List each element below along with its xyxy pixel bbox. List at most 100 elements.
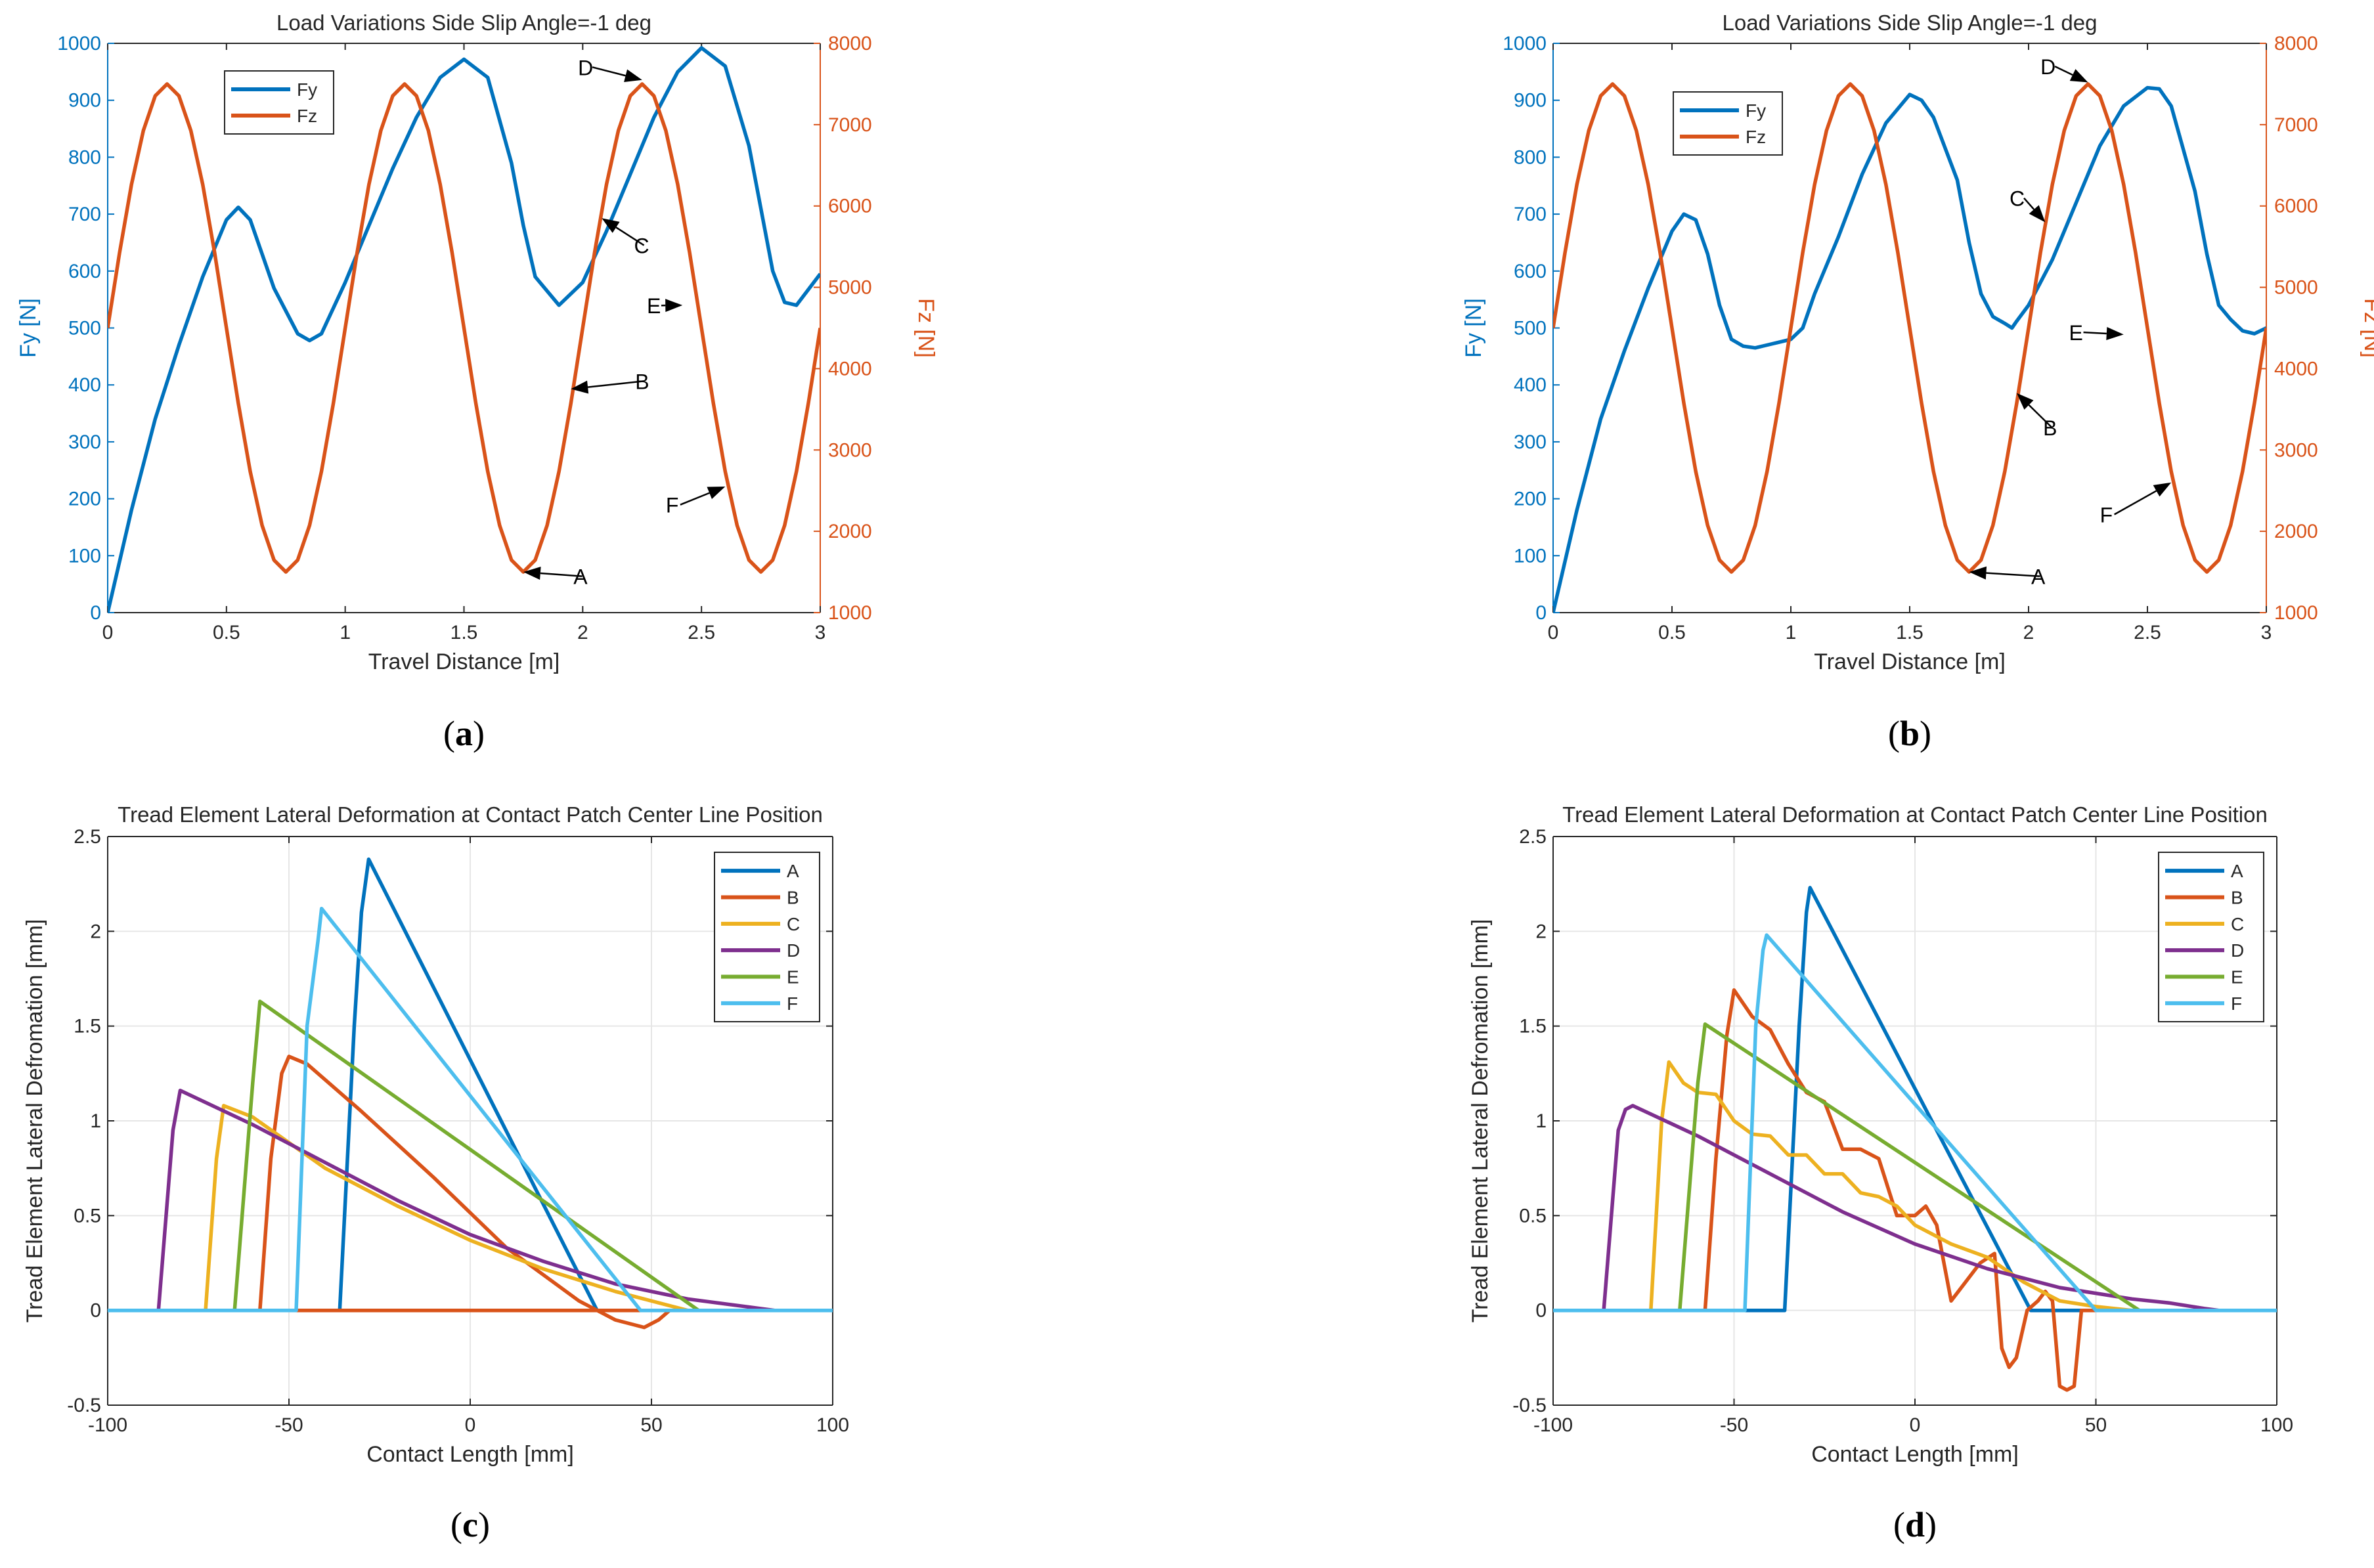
y-tick-label-right: 6000: [2274, 196, 2318, 217]
y-tick-label-left: 400: [1514, 374, 1547, 396]
x-tick-label: 1.5: [451, 622, 478, 643]
chart-title: Load Variations Side Slip Angle=-1 deg: [276, 11, 651, 35]
annotation-arrow-head: [2153, 482, 2172, 497]
annotation-arrow-line: [2023, 197, 2035, 210]
panel-d: -100 -50 0 50 100 -0.5 0 0.5 1 1.5 2 2.5 Tread Eleme…: [1468, 802, 2293, 1544]
x-tick-label: 0.5: [1658, 622, 1686, 643]
x-tick-label: 100: [816, 1414, 849, 1436]
annotation-arrow-head: [2016, 393, 2034, 410]
annotation-arrow-head: [707, 487, 726, 500]
y-tick-label-left: 600: [68, 261, 101, 282]
x-tick-label: 2.5: [688, 622, 715, 643]
y-tick-label-left: 0: [90, 1300, 101, 1322]
x-tick-label: 2.5: [2134, 622, 2161, 643]
x-tick-label: -100: [88, 1414, 127, 1436]
panel-c: -100 -50 0 50 100 -0.5 0 0.5 1 1.5 2 2.5 Tread Eleme…: [22, 802, 849, 1544]
x-axis-label: Contact Length [mm]: [1811, 1442, 2019, 1467]
series-line-c: [1553, 1060, 2277, 1313]
annotation-arrow-line: [680, 492, 710, 506]
y-tick-label-left: 600: [1514, 261, 1547, 282]
y-tick-label-left: -0.5: [1512, 1395, 1547, 1416]
legend-box: [714, 852, 820, 1022]
panel-caption-letter: b: [1900, 714, 1920, 753]
annotation-arrow-line: [615, 227, 645, 246]
annotation-arrow-head: [523, 567, 541, 580]
y-tick-label-left: 1000: [1503, 33, 1547, 54]
legend-entry: B: [787, 888, 799, 908]
series-line-f: [108, 906, 833, 1313]
annotation-label: D: [2040, 55, 2055, 79]
y-tick-label-left: 700: [68, 204, 101, 225]
annotation-label: B: [635, 370, 649, 393]
x-tick-label: 0: [465, 1414, 476, 1436]
legend-entry: Fy: [1746, 100, 1766, 121]
series-line-d: [1553, 1104, 2277, 1313]
annotation-label: A: [573, 565, 588, 589]
y-tick-label-right: 7000: [2274, 114, 2318, 136]
chart-title: Tread Element Lateral Deformation at Con…: [1562, 802, 2268, 827]
annotation-arrow-line: [1986, 572, 2040, 577]
x-axis-label: Contact Length [mm]: [366, 1442, 574, 1467]
annotation-arrow-line: [2028, 404, 2053, 428]
x-tick-label: 1: [340, 622, 351, 643]
y-tick-label-left: 2.5: [1519, 826, 1547, 848]
legend-entry: A: [787, 861, 799, 881]
legend-entry: Fy: [297, 79, 317, 100]
y-tick-label-left: 800: [68, 146, 101, 168]
y-tick-label-right: 1000: [2274, 602, 2318, 624]
y-tick-label-right: 4000: [828, 358, 872, 380]
annotation-arrow-line: [587, 380, 644, 388]
y-tick-label-left: 900: [68, 90, 101, 112]
y-tick-label-left: 0: [1535, 1300, 1547, 1322]
y-tick-label-left: 0: [90, 602, 101, 624]
legend: Fy Fz: [1673, 91, 1783, 156]
y-tick-label-left: 700: [1514, 204, 1547, 225]
y-tick-label-right: 3000: [2274, 439, 2318, 461]
annotation-label: F: [2100, 504, 2113, 527]
annotation-arrow-head: [2069, 69, 2088, 83]
annotation-label: F: [666, 494, 679, 517]
x-tick-label: 0: [1910, 1414, 1921, 1436]
chart-title: Tread Element Lateral Deformation at Con…: [118, 802, 823, 827]
y-tick-label-left: 0.5: [1519, 1205, 1547, 1227]
legend-entry: E: [787, 967, 799, 988]
annotation-arrow-line: [2054, 65, 2073, 76]
x-tick-label: 50: [2085, 1414, 2107, 1436]
y-tick-label-right: 2000: [2274, 521, 2318, 542]
x-tick-label: -50: [1720, 1414, 1748, 1436]
legend: Fy Fz: [224, 70, 334, 135]
panel-caption-letter: c: [462, 1505, 478, 1544]
x-tick-label: 1.5: [1896, 622, 1923, 643]
annotation-arrow-head: [2029, 205, 2046, 223]
y-tick-label-left: 0: [1535, 602, 1547, 624]
y-tick-label-left: 2.5: [74, 826, 101, 848]
y-axis-label-left: Fy [N]: [1461, 298, 1486, 358]
series-line-a: [1553, 886, 2277, 1313]
x-tick-label: 0: [1548, 622, 1559, 643]
y-tick-label-left: 500: [68, 318, 101, 339]
panel-caption-letter: d: [1905, 1505, 1925, 1544]
panel-caption-open: (: [443, 714, 455, 753]
series-line-fy: [1553, 85, 2266, 613]
x-axis-label: Travel Distance [m]: [1814, 649, 2006, 674]
annotation-label: E: [2069, 321, 2083, 345]
x-tick-label: 100: [2260, 1414, 2293, 1436]
legend-entry: B: [2231, 888, 2243, 908]
y-tick-label-left: 1: [90, 1110, 101, 1132]
x-tick-label: 0: [102, 622, 114, 643]
y-tick-label-right: 7000: [828, 114, 872, 136]
panel-caption: (a): [443, 714, 485, 753]
panel-b: 0 0.5 1 1.5 2 2.5 3 0 100 200 300 400 500 600 700 800 90…: [1461, 11, 2374, 753]
y-tick-label-left: 400: [68, 374, 101, 396]
y-axis-label-left: Tread Element Lateral Defromation [mm]: [22, 919, 47, 1323]
series-line-fz: [1553, 82, 2266, 574]
y-axis-label-right: Fz [N]: [2360, 298, 2374, 358]
y-tick-label-left: 200: [1514, 489, 1547, 510]
panel-caption-close: ): [478, 1505, 490, 1544]
y-tick-label-left: 200: [68, 489, 101, 510]
y-axis-label-left: Tread Element Lateral Defromation [mm]: [1468, 919, 1493, 1323]
legend-entry: Fz: [297, 106, 317, 126]
